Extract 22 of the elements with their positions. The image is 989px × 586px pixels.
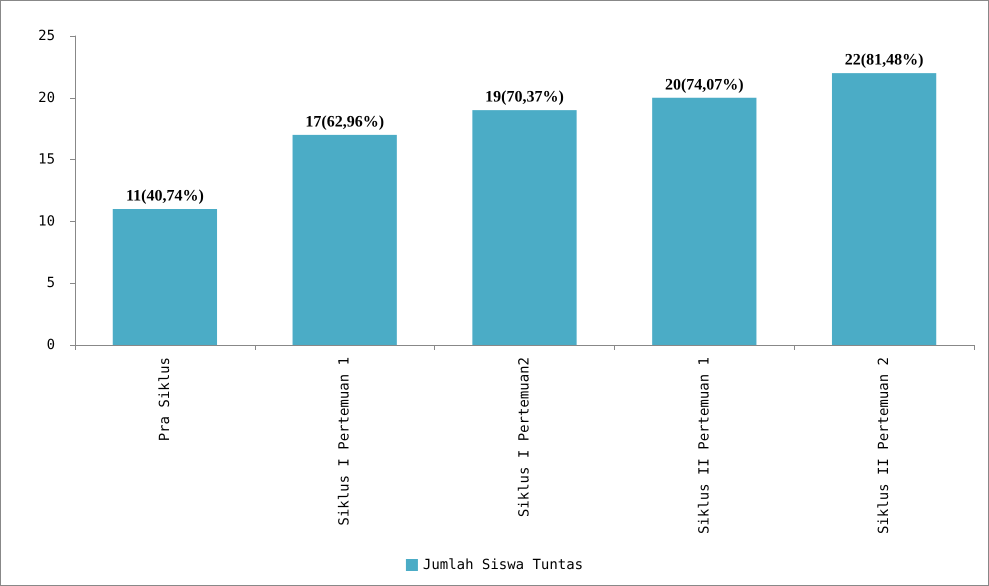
x-tick-label: Siklus II Pertemuan 1 xyxy=(696,357,712,534)
y-tick-label: 25 xyxy=(38,28,55,44)
legend-label: Jumlah Siswa Tuntas xyxy=(422,557,584,573)
bar xyxy=(112,209,218,345)
x-tick-label: Siklus I Pertemuan2 xyxy=(516,357,532,518)
data-label: 19(70,37%) xyxy=(485,88,564,106)
data-label: 22(81,48%) xyxy=(844,52,924,69)
bar xyxy=(652,98,756,345)
data-label: 17(62,96%) xyxy=(305,113,384,130)
bar xyxy=(832,73,936,345)
y-tick-label: 15 xyxy=(38,152,55,168)
data-label: 11(40,74%) xyxy=(126,188,204,205)
x-tick-label: Siklus I Pertemuan 1 xyxy=(336,357,353,526)
data-label: 20(74,07%) xyxy=(664,76,744,94)
bar xyxy=(292,134,397,345)
x-tick-label: Siklus II Pertemuan 2 xyxy=(876,357,892,534)
y-tick-label: 20 xyxy=(38,90,55,106)
y-tick-label: 10 xyxy=(38,213,55,230)
y-tick-label: 5 xyxy=(46,275,55,292)
bar xyxy=(472,110,577,345)
y-tick-label: 0 xyxy=(46,337,55,353)
x-tick-label: Pra Siklus xyxy=(156,357,173,442)
